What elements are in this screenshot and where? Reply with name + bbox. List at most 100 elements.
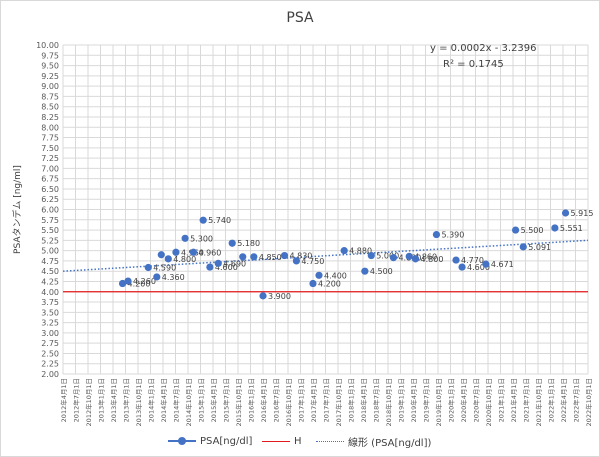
x-tick-label: 2014年1月1日 bbox=[147, 378, 156, 422]
y-tick-label: 9.25 bbox=[41, 72, 59, 81]
data-label: 4.850 bbox=[259, 253, 282, 262]
legend-item-trend: 線形 (PSA[ng/dl]) bbox=[316, 434, 431, 449]
x-tick-label: 2019年4月1日 bbox=[409, 378, 418, 422]
x-tick-label: 2021年10月1日 bbox=[534, 378, 543, 426]
data-point bbox=[124, 277, 132, 285]
x-tick-label: 2014年4月1日 bbox=[159, 378, 168, 422]
x-tick-label: 2016年7月1日 bbox=[272, 378, 281, 422]
y-tick-label: 9.00 bbox=[41, 82, 59, 91]
x-tick-label: 2021年1月1日 bbox=[497, 378, 506, 422]
data-label: 5.551 bbox=[560, 224, 583, 233]
x-tick-label: 2016年4月1日 bbox=[259, 378, 268, 422]
data-label: 4.360 bbox=[162, 273, 185, 282]
data-label: 5.740 bbox=[208, 216, 231, 225]
x-tick-label: 2017年1月1日 bbox=[297, 378, 306, 422]
x-tick-label: 2012年4月1日 bbox=[59, 378, 68, 422]
x-tick-label: 2022年10月1日 bbox=[584, 378, 593, 426]
legend-psa-label: PSA[ng/dl] bbox=[200, 435, 253, 447]
data-point bbox=[228, 239, 236, 247]
data-point bbox=[153, 273, 161, 281]
x-tick-label: 2018年4月1日 bbox=[359, 378, 368, 422]
y-tick-label: 5.50 bbox=[41, 226, 59, 235]
data-point bbox=[157, 251, 165, 259]
data-point bbox=[519, 243, 527, 251]
x-tick-label: 2015年4月1日 bbox=[209, 378, 218, 422]
x-tick-label: 2020年7月1日 bbox=[472, 378, 481, 422]
data-label: 4.671 bbox=[491, 260, 514, 269]
data-label: 4.400 bbox=[324, 271, 347, 280]
data-point bbox=[309, 279, 317, 288]
data-point bbox=[144, 263, 152, 272]
y-tick-label: 8.75 bbox=[41, 92, 59, 101]
data-point bbox=[361, 267, 369, 275]
data-label: 4.590 bbox=[153, 263, 176, 272]
y-tick-label: 2.50 bbox=[41, 349, 59, 358]
y-tick-label: 3.50 bbox=[41, 308, 59, 317]
x-tick-label: 2017年4月1日 bbox=[309, 378, 318, 422]
trendline-equation: y = 0.0002x - 3.2396 bbox=[430, 43, 537, 54]
y-tick-label: 3.00 bbox=[41, 329, 59, 338]
y-tick-label: 4.75 bbox=[41, 257, 59, 266]
y-tick-label: 6.75 bbox=[41, 175, 59, 184]
chart-title: PSA bbox=[286, 10, 314, 26]
legend-h-label: H bbox=[294, 435, 302, 447]
x-tick-label: 2019年10月1日 bbox=[434, 378, 443, 426]
data-point bbox=[172, 248, 180, 256]
x-tick-label: 2016年10月1日 bbox=[284, 378, 293, 426]
legend-item-h: H bbox=[262, 434, 302, 448]
y-tick-label: 10.00 bbox=[36, 41, 59, 50]
data-label: 4.770 bbox=[461, 256, 484, 265]
data-point bbox=[458, 263, 466, 271]
data-label: 4.260 bbox=[133, 277, 156, 286]
x-tick-label: 2018年1月1日 bbox=[347, 378, 356, 422]
data-point bbox=[239, 253, 247, 261]
y-tick-label: 4.00 bbox=[41, 288, 59, 297]
y-tick-label: 9.50 bbox=[41, 62, 59, 71]
data-point bbox=[118, 279, 127, 288]
x-tick-label: 2020年1月1日 bbox=[447, 378, 456, 422]
x-tick-label: 2013年4月1日 bbox=[109, 378, 118, 422]
data-point bbox=[389, 254, 398, 262]
x-tick-label: 2013年1月1日 bbox=[97, 378, 106, 422]
data-point bbox=[280, 251, 289, 260]
y-tick-label: 6.25 bbox=[41, 195, 59, 204]
x-tick-label: 2012年7月1日 bbox=[72, 378, 81, 422]
x-tick-label: 2020年10月1日 bbox=[484, 378, 493, 426]
data-label: 4.600 bbox=[467, 263, 490, 272]
y-tick-label: 7.25 bbox=[41, 154, 59, 163]
x-tick-label: 2018年10月1日 bbox=[384, 378, 393, 426]
r-squared: R² = 0.1745 bbox=[443, 59, 504, 70]
x-tick-label: 2021年7月1日 bbox=[522, 378, 531, 422]
x-tick-label: 2016年1月1日 bbox=[247, 378, 256, 422]
x-tick-label: 2014年7月1日 bbox=[172, 378, 181, 422]
data-point bbox=[452, 256, 460, 264]
x-tick-label: 2015年1月1日 bbox=[197, 378, 206, 422]
data-label: 4.830 bbox=[289, 252, 312, 261]
y-tick-label: 7.00 bbox=[41, 164, 59, 173]
data-label: 5.390 bbox=[441, 231, 464, 240]
data-label: 4.690 bbox=[223, 259, 246, 268]
data-label: 4.860 bbox=[414, 252, 437, 261]
data-label: 4.880 bbox=[349, 247, 372, 256]
data-label: 4.200 bbox=[128, 280, 151, 289]
data-label: 5.180 bbox=[237, 239, 260, 248]
data-label: 3.900 bbox=[268, 292, 291, 301]
data-point bbox=[511, 226, 520, 234]
x-tick-label: 2017年7月1日 bbox=[322, 378, 331, 422]
data-label: 4.200 bbox=[318, 280, 341, 289]
data-point bbox=[206, 263, 214, 271]
data-label: 5.915 bbox=[571, 209, 594, 218]
data-point bbox=[411, 255, 420, 263]
legend-h-marker bbox=[262, 440, 290, 442]
y-tick-label: 5.25 bbox=[41, 236, 59, 245]
x-tick-label: 2012年10月1日 bbox=[84, 378, 93, 426]
legend-item-psa: PSA[ng/dl] bbox=[168, 434, 252, 448]
y-tick-label: 7.75 bbox=[41, 134, 59, 143]
data-point bbox=[367, 251, 375, 260]
y-tick-label: 4.50 bbox=[41, 267, 59, 276]
x-tick-label: 2015年10月1日 bbox=[234, 378, 243, 426]
data-label: 5.091 bbox=[528, 243, 551, 252]
x-tick-label: 2018年7月1日 bbox=[372, 378, 381, 422]
y-tick-label: 2.75 bbox=[41, 339, 59, 348]
y-tick-label: 3.75 bbox=[41, 298, 59, 307]
